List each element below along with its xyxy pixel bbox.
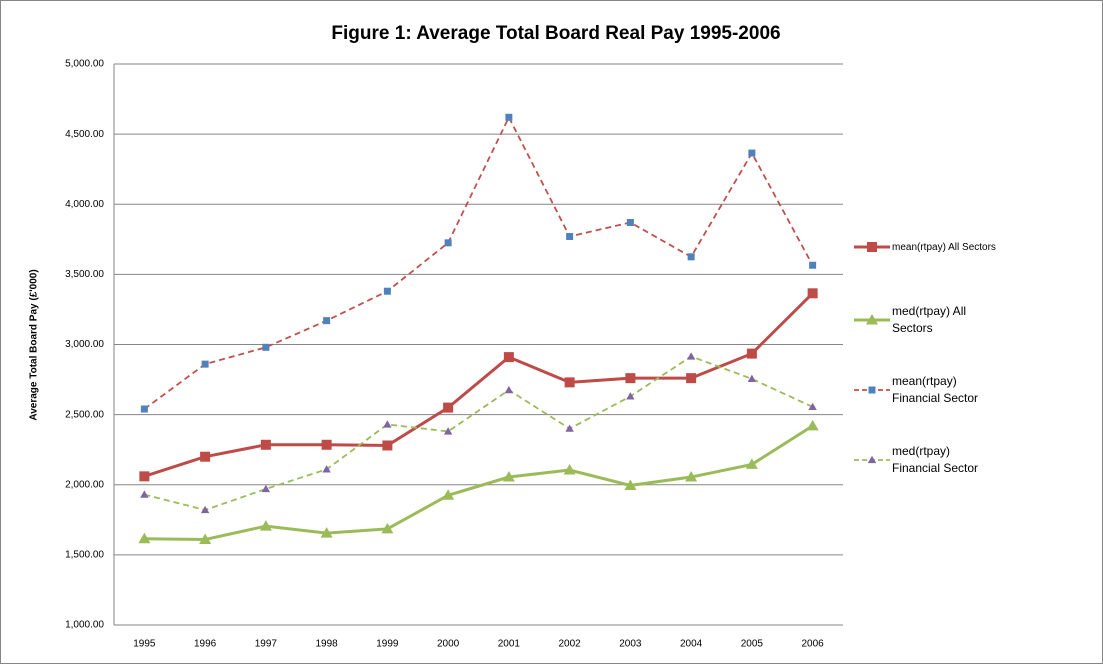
marker xyxy=(565,424,574,432)
marker xyxy=(807,288,818,299)
legend-marker xyxy=(868,386,876,394)
legend-swatch xyxy=(854,386,890,394)
marker xyxy=(200,451,211,462)
marker xyxy=(563,464,576,475)
marker xyxy=(502,471,515,482)
marker xyxy=(260,439,271,450)
marker xyxy=(626,392,635,400)
marker xyxy=(505,113,513,121)
legend-label: med(rtpay) All Sectors xyxy=(892,304,967,335)
marker xyxy=(687,253,695,261)
marker xyxy=(564,377,575,388)
marker xyxy=(382,440,393,451)
legend-marker xyxy=(866,314,878,325)
marker xyxy=(746,348,757,359)
series-line xyxy=(144,355,814,511)
marker xyxy=(200,505,210,514)
marker xyxy=(685,471,698,482)
chart-title: Figure 1: Average Total Board Real Pay 1… xyxy=(331,23,780,44)
series-line xyxy=(143,115,814,410)
x-tick-label: 1998 xyxy=(316,639,339,650)
y-tick-label: 1,500.00 xyxy=(65,550,104,561)
y-tick-label: 2,500.00 xyxy=(65,409,104,420)
marker xyxy=(140,405,148,413)
series xyxy=(140,352,817,514)
legend-label: mean(rtpay) Financial Sector xyxy=(892,374,979,405)
y-tick-label: 2,000.00 xyxy=(65,479,104,490)
marker xyxy=(808,402,817,411)
x-tick-label: 2001 xyxy=(498,639,521,650)
marker xyxy=(383,420,392,428)
marker xyxy=(442,489,455,500)
x-tick-label: 2000 xyxy=(437,639,460,650)
marker xyxy=(383,287,391,295)
x-tick-label: 1997 xyxy=(255,639,278,650)
y-tick-label: 1,000.00 xyxy=(65,620,104,631)
x-tick-label: 2004 xyxy=(680,639,703,650)
x-tick-label: 2003 xyxy=(619,639,642,650)
y-tick-label: 5,000.00 xyxy=(65,59,104,70)
marker xyxy=(320,527,333,538)
marker xyxy=(138,532,151,544)
series-line xyxy=(144,424,814,541)
marker xyxy=(381,522,394,534)
marker xyxy=(686,352,696,360)
marker xyxy=(443,402,454,413)
marker xyxy=(201,360,209,368)
marker xyxy=(140,490,149,498)
legend-label: med(rtpay) Financial Sector xyxy=(892,444,979,475)
marker xyxy=(806,419,819,431)
x-tick-label: 1996 xyxy=(194,639,217,650)
series xyxy=(139,288,818,482)
marker xyxy=(443,427,453,435)
marker xyxy=(262,343,270,351)
x-tick-label: 1995 xyxy=(133,639,156,650)
marker xyxy=(261,484,271,493)
legend-swatch xyxy=(854,455,890,464)
marker xyxy=(323,317,331,325)
marker xyxy=(624,479,637,490)
legend-item: med(rtpay) Financial Sector xyxy=(852,443,1022,477)
marker xyxy=(748,149,756,157)
legend-item: mean(rtpay) Financial Sector xyxy=(852,373,1022,407)
marker xyxy=(503,352,514,363)
marker xyxy=(444,239,452,247)
marker xyxy=(139,471,150,482)
x-tick-label: 2005 xyxy=(741,639,764,650)
legend-swatch xyxy=(854,314,890,325)
marker xyxy=(625,373,636,384)
marker xyxy=(321,439,332,450)
marker xyxy=(566,233,574,241)
marker xyxy=(747,374,757,383)
y-axis-label: Average Total Board Pay (£'000) xyxy=(29,269,40,420)
legend-marker xyxy=(867,455,877,464)
x-tick-label: 1999 xyxy=(376,639,399,650)
marker xyxy=(504,385,514,394)
marker xyxy=(745,458,758,469)
legend-marker xyxy=(867,242,877,252)
legend-swatch xyxy=(854,242,890,252)
y-tick-label: 3,500.00 xyxy=(65,269,104,280)
x-tick-label: 2006 xyxy=(802,639,825,650)
y-tick-label: 4,500.00 xyxy=(65,129,104,140)
x-tick-label: 2002 xyxy=(559,639,582,650)
marker xyxy=(322,465,331,473)
y-tick-label: 4,000.00 xyxy=(65,199,104,210)
marker xyxy=(626,218,634,226)
series xyxy=(138,419,819,544)
series xyxy=(140,113,817,413)
legend-label: mean(rtpay) All Sectors xyxy=(892,241,996,253)
marker xyxy=(809,261,817,269)
y-tick-label: 3,000.00 xyxy=(65,339,104,350)
legend-item: mean(rtpay) All Sectors xyxy=(852,237,1022,257)
marker xyxy=(259,520,272,531)
marker xyxy=(199,533,212,544)
marker xyxy=(686,373,697,384)
legend-item: med(rtpay) All Sectors xyxy=(852,303,1022,337)
series-line xyxy=(143,292,814,478)
